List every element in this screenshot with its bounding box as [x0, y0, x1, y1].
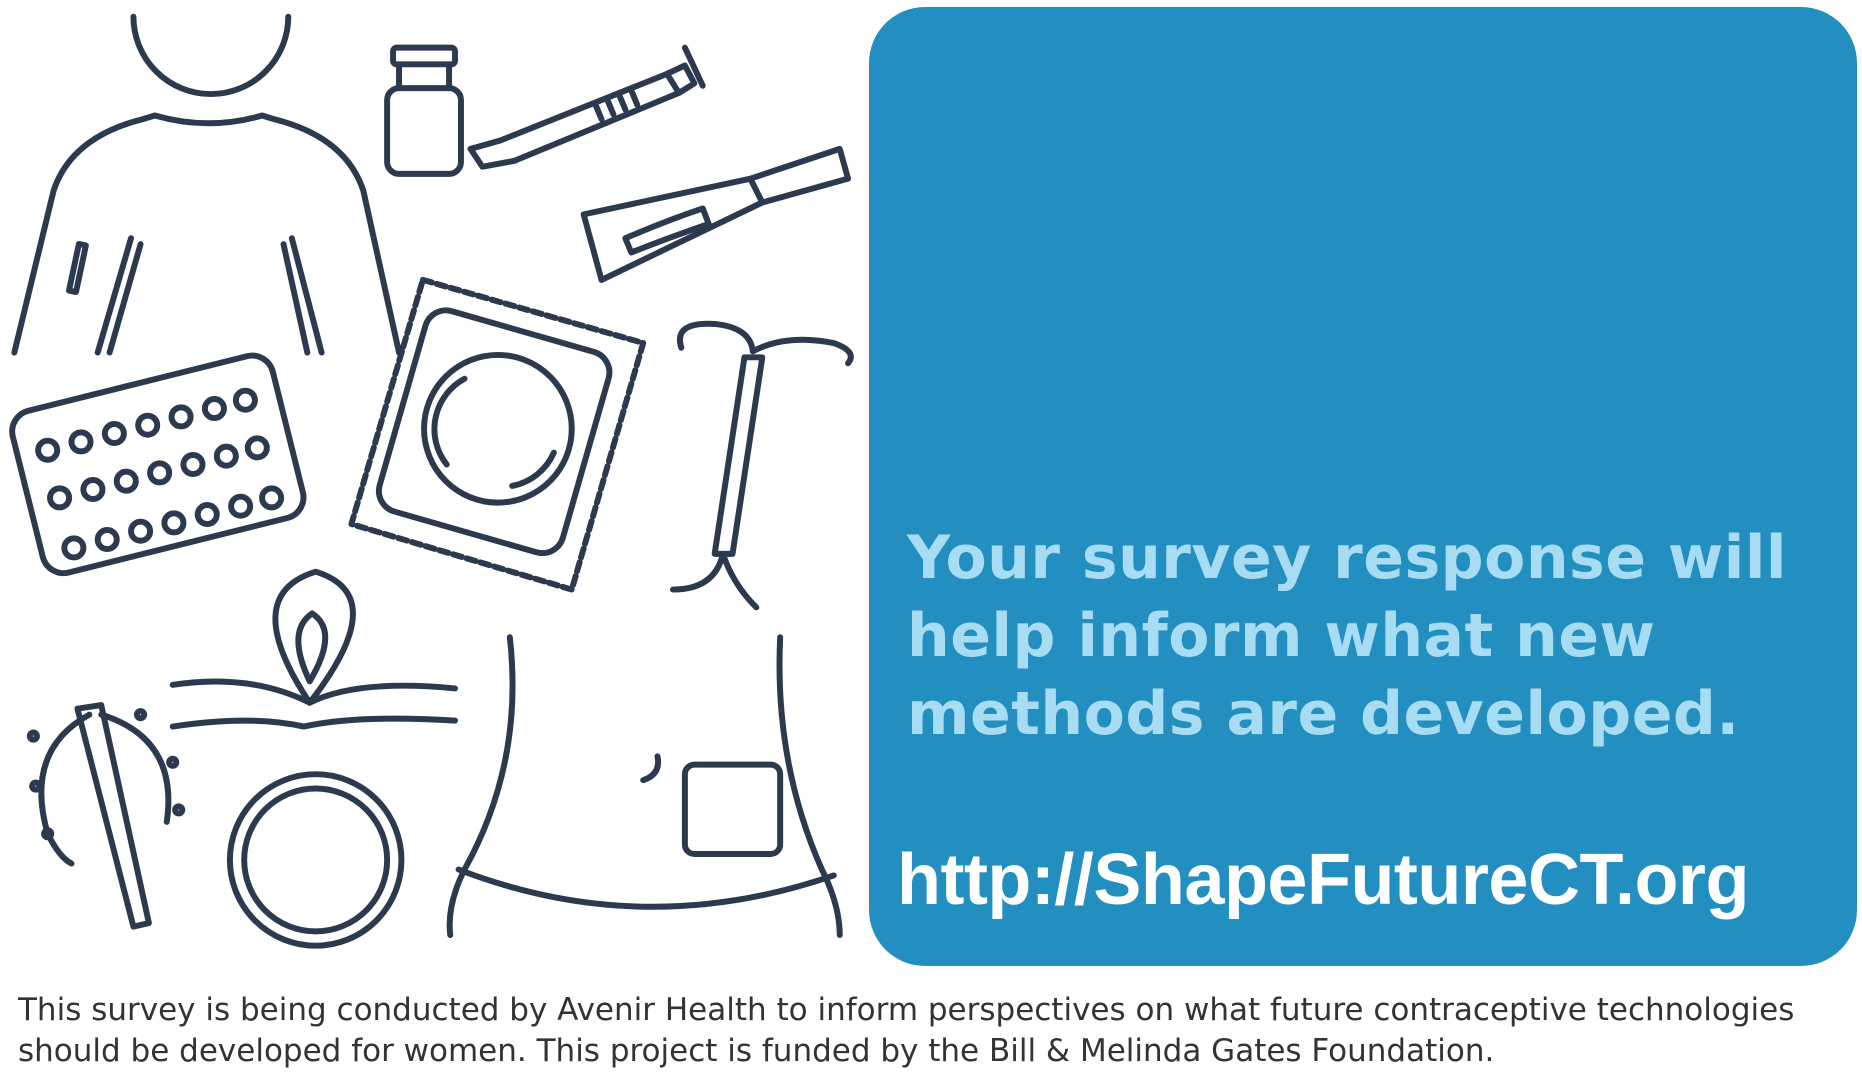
vaginal-applicator-icon	[580, 145, 852, 283]
survey-headline: Your survey response will help inform wh…	[907, 523, 1787, 749]
pill-pack-icon	[9, 352, 307, 577]
survey-url-link[interactable]: http://ShapeFutureCT.org	[897, 840, 1749, 920]
vaginal-ring-icon	[226, 771, 405, 949]
condom-icon	[348, 276, 647, 593]
footer-disclaimer: This survey is being conducted by Avenir…	[18, 992, 1795, 1069]
torso-patch-icon	[446, 634, 843, 938]
female-condom-icon	[169, 568, 458, 730]
syringe-icon	[467, 44, 706, 170]
contraceptive-methods-illustration	[9, 13, 854, 949]
iud-icon	[669, 320, 854, 611]
person-arm-implant-icon	[11, 13, 403, 356]
implant-rod-icon	[26, 702, 186, 930]
survey-callout-panel: Your survey response will help inform wh…	[869, 7, 1857, 966]
vial-icon	[384, 44, 464, 177]
